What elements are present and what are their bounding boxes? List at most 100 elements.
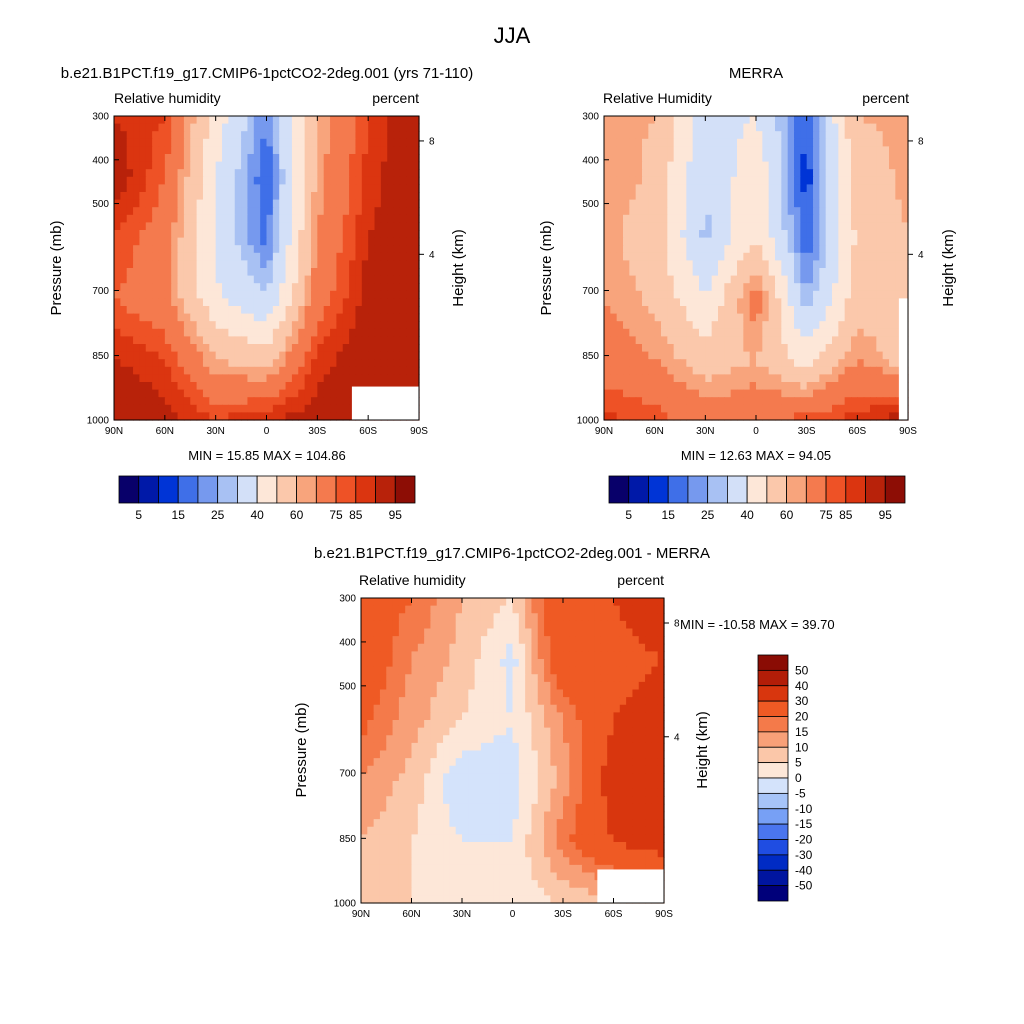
heatmap-cell <box>794 123 801 132</box>
heatmap-cell <box>323 306 331 315</box>
heatmap-cell <box>222 298 229 307</box>
heatmap-cell <box>635 351 643 360</box>
heatmap-cell <box>629 214 637 223</box>
heatmap-cell <box>629 138 637 147</box>
heatmap-cell <box>228 245 236 254</box>
heatmap-cell <box>291 298 299 307</box>
heatmap-cell <box>775 199 782 208</box>
heatmap-cell <box>455 704 463 713</box>
heatmap-cell <box>285 146 293 155</box>
heatmap-cell <box>455 674 463 683</box>
heatmap-cell <box>775 366 782 375</box>
heatmap-cell <box>705 283 713 292</box>
heatmap-cell <box>228 222 236 231</box>
heatmap-cell <box>819 260 827 269</box>
heatmap-cell <box>825 321 833 330</box>
heatmap-cell <box>901 146 909 155</box>
heatmap-cell <box>228 131 236 140</box>
heatmap-cell <box>604 230 611 239</box>
heatmap-cell <box>266 214 274 223</box>
heatmap-cell <box>424 666 432 675</box>
heatmap-cell <box>607 704 615 713</box>
heatmap-cell <box>642 169 649 178</box>
heatmap-cell <box>642 116 649 125</box>
heatmap-cell <box>177 245 185 254</box>
heatmap-cell <box>648 146 656 155</box>
heatmap-cell <box>613 727 621 736</box>
y-tick-label: 400 <box>92 155 109 166</box>
heatmap-cell <box>623 116 630 125</box>
heatmap-cell <box>164 252 172 261</box>
colorbar-swatch <box>608 475 630 504</box>
heatmap-cell <box>737 298 744 307</box>
heatmap-cell <box>775 359 782 368</box>
heatmap-cell <box>775 252 782 261</box>
heatmap-cell <box>336 306 344 315</box>
heatmap-cell <box>550 720 558 729</box>
heatmap-cell <box>399 328 407 337</box>
heatmap-cell <box>525 742 533 752</box>
heatmap-cell <box>399 184 407 193</box>
heatmap-cell <box>718 268 725 277</box>
heatmap-cell <box>480 605 488 614</box>
heatmap-cell <box>133 123 141 132</box>
heatmap-cell <box>342 374 350 383</box>
heatmap-cell <box>629 222 637 231</box>
heatmap-cell <box>673 169 681 178</box>
heatmap-cell <box>374 321 382 330</box>
heatmap-cell <box>120 214 128 223</box>
heatmap-cell <box>247 374 255 383</box>
heatmap-cell <box>781 138 789 147</box>
heatmap-cell <box>266 184 274 193</box>
heatmap-cell <box>480 659 488 668</box>
heatmap-cell <box>537 674 545 683</box>
heatmap-cell <box>673 268 681 277</box>
heatmap-cell <box>600 605 608 614</box>
heatmap-cell <box>304 374 312 383</box>
heatmap-cell <box>133 404 141 413</box>
heatmap-cell <box>512 704 520 713</box>
heatmap-cell <box>449 720 457 729</box>
heatmap-cell <box>468 697 476 706</box>
heatmap-cell <box>768 138 776 147</box>
heatmap-cell <box>556 651 564 660</box>
heatmap-cell <box>323 389 331 398</box>
heatmap-cell <box>355 298 363 307</box>
heatmap-cell <box>749 344 757 353</box>
heatmap-cell <box>196 351 204 360</box>
heatmap-cell <box>139 298 147 307</box>
heatmap-cell <box>336 328 344 337</box>
heatmap-field <box>361 598 665 904</box>
heatmap-cell <box>336 214 344 223</box>
heatmap-cell <box>430 697 438 706</box>
heatmap-cell <box>743 382 751 391</box>
heatmap-cell <box>604 184 611 193</box>
heatmap-cell <box>762 306 770 315</box>
heatmap-cell <box>857 412 865 421</box>
heatmap-cell <box>901 184 909 193</box>
heatmap-cell <box>718 146 725 155</box>
heatmap-cell <box>183 154 191 163</box>
heatmap-cell <box>531 620 539 630</box>
heatmap-cell <box>392 742 400 752</box>
heatmap-cell <box>901 268 909 277</box>
heatmap-cell <box>272 336 280 345</box>
heatmap-cell <box>387 199 395 208</box>
heatmap-cell <box>361 659 368 668</box>
heatmap-cell <box>895 268 903 277</box>
heatmap-cell <box>730 260 738 269</box>
heatmap-cell <box>895 389 903 398</box>
heatmap-cell <box>616 321 624 330</box>
heatmap-cell <box>768 290 776 299</box>
heatmap-cell <box>901 237 909 246</box>
heatmap-cell <box>844 199 852 208</box>
heatmap-cell <box>342 146 350 155</box>
heatmap-cell <box>825 131 833 140</box>
heatmap-cell <box>863 222 871 231</box>
colorbar-label: 15 <box>662 508 676 522</box>
heatmap-cell <box>310 169 318 178</box>
heatmap-cell <box>895 237 903 246</box>
heatmap-cell <box>882 192 890 201</box>
heatmap-cell <box>743 161 751 170</box>
heatmap-cell <box>813 382 820 391</box>
